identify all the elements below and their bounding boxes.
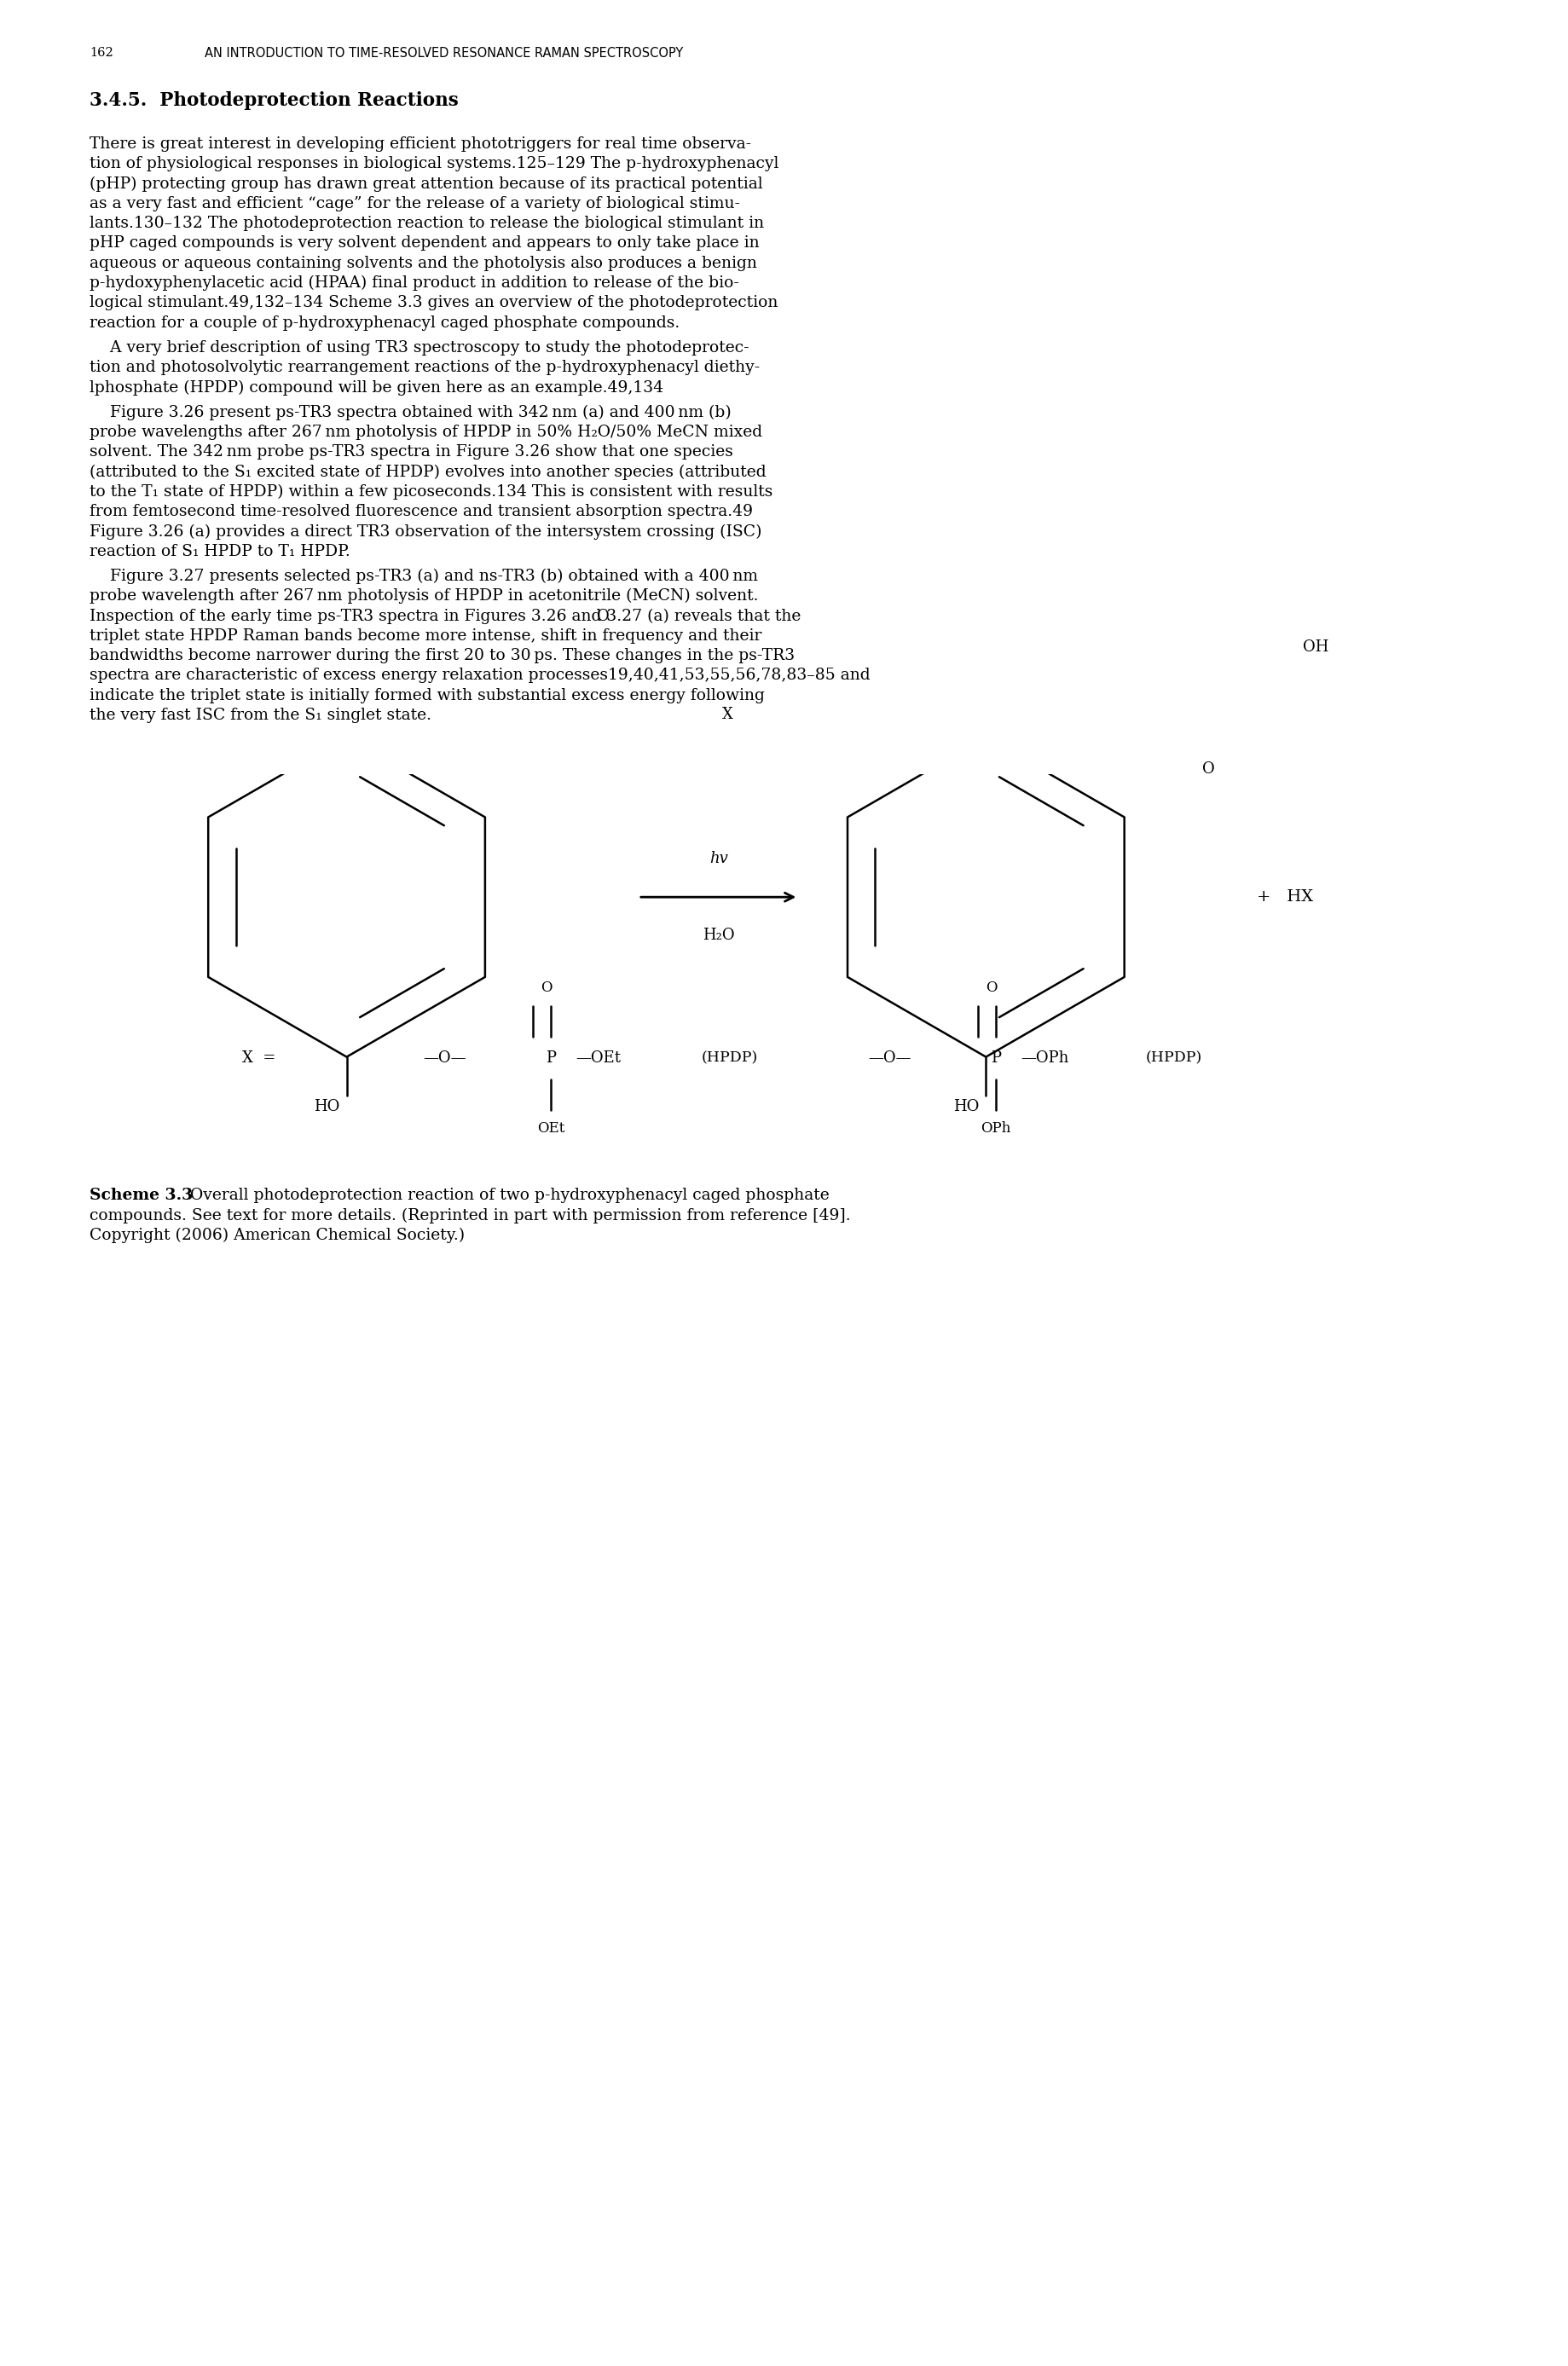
Text: logical stimulant.49,132–134 Scheme 3.3 gives an overview of the photodeprotecti: logical stimulant.49,132–134 Scheme 3.3 … — [89, 296, 778, 310]
Text: (pHP) protecting group has drawn great attention because of its practical potent: (pHP) protecting group has drawn great a… — [89, 175, 762, 192]
Text: probe wavelength after 267 nm photolysis of HPDP in acetonitrile (MeCN) solvent.: probe wavelength after 267 nm photolysis… — [89, 589, 757, 603]
Text: lphosphate (HPDP) compound will be given here as an example.49,134: lphosphate (HPDP) compound will be given… — [89, 381, 663, 395]
Text: tion of physiological responses in biological systems.125–129 The p-hydroxyphena: tion of physiological responses in biolo… — [89, 156, 778, 173]
Text: —O—: —O— — [423, 1051, 466, 1067]
Text: tion and photosolvolytic rearrangement reactions of the p-hydroxyphenacyl diethy: tion and photosolvolytic rearrangement r… — [89, 360, 759, 376]
Text: O: O — [596, 608, 608, 625]
Text: AN INTRODUCTION TO TIME-RESOLVED RESONANCE RAMAN SPECTROSCOPY: AN INTRODUCTION TO TIME-RESOLVED RESONAN… — [204, 47, 682, 59]
Text: aqueous or aqueous containing solvents and the photolysis also produces a benign: aqueous or aqueous containing solvents a… — [89, 256, 757, 272]
Text: —OEt: —OEt — [575, 1051, 621, 1067]
Text: X: X — [721, 707, 732, 722]
Text: lants.130–132 The photodeprotection reaction to release the biological stimulant: lants.130–132 The photodeprotection reac… — [89, 215, 764, 232]
Text: as a very fast and efficient “cage” for the release of a variety of biological s: as a very fast and efficient “cage” for … — [89, 196, 740, 211]
Text: (HPDP): (HPDP) — [1145, 1051, 1201, 1065]
Text: (HPDP): (HPDP) — [701, 1051, 757, 1065]
Text: X  =: X = — [243, 1051, 276, 1067]
Text: There is great interest in developing efficient phototriggers for real time obse: There is great interest in developing ef… — [89, 137, 751, 151]
Text: O: O — [985, 980, 997, 996]
Text: reaction for a couple of p-hydroxyphenacyl caged phosphate compounds.: reaction for a couple of p-hydroxyphenac… — [89, 315, 679, 331]
Text: 3.4.5.  Photodeprotection Reactions: 3.4.5. Photodeprotection Reactions — [89, 92, 458, 109]
Text: p-hydoxyphenylacetic acid (HPAA) final product in addition to release of the bio: p-hydoxyphenylacetic acid (HPAA) final p… — [89, 274, 739, 291]
Text: OPh: OPh — [980, 1121, 1010, 1136]
Text: Copyright (2006) American Chemical Society.): Copyright (2006) American Chemical Socie… — [89, 1228, 464, 1242]
Text: Scheme 3.3: Scheme 3.3 — [89, 1188, 193, 1204]
Text: hv: hv — [709, 852, 728, 866]
Text: bandwidths become narrower during the first 20 to 30 ps. These changes in the ps: bandwidths become narrower during the fi… — [89, 648, 795, 662]
Text: indicate the triplet state is initially formed with substantial excess energy fo: indicate the triplet state is initially … — [89, 689, 764, 703]
Text: OEt: OEt — [536, 1121, 564, 1136]
Text: pHP caged compounds is very solvent dependent and appears to only take place in: pHP caged compounds is very solvent depe… — [89, 237, 759, 251]
Text: from femtosecond time-resolved fluorescence and transient absorption spectra.49: from femtosecond time-resolved fluoresce… — [89, 504, 753, 518]
Text: (attributed to the S₁ excited state of HPDP) evolves into another species (attri: (attributed to the S₁ excited state of H… — [89, 464, 765, 480]
Text: Inspection of the early time ps-TR3 spectra in Figures 3.26 and 3.27 (a) reveals: Inspection of the early time ps-TR3 spec… — [89, 608, 801, 625]
Text: 162: 162 — [89, 47, 113, 59]
Text: —O—: —O— — [867, 1051, 911, 1067]
Text: HO: HO — [953, 1100, 978, 1114]
Text: O: O — [1201, 762, 1214, 776]
Text: compounds. See text for more details. (Reprinted in part with permission from re: compounds. See text for more details. (R… — [89, 1207, 850, 1223]
Text: Figure 3.26 (a) provides a direct TR3 observation of the intersystem crossing (I: Figure 3.26 (a) provides a direct TR3 ob… — [89, 523, 762, 539]
Text: —OPh: —OPh — [1021, 1051, 1068, 1067]
Text: probe wavelengths after 267 nm photolysis of HPDP in 50% H₂O/50% MeCN mixed: probe wavelengths after 267 nm photolysi… — [89, 424, 762, 440]
Text: O: O — [541, 980, 552, 996]
Text: +   HX: + HX — [1256, 890, 1312, 904]
Text: P: P — [989, 1051, 1000, 1067]
Text: reaction of S₁ HPDP to T₁ HPDP.: reaction of S₁ HPDP to T₁ HPDP. — [89, 544, 350, 558]
Text: Figure 3.27 presents selected ps-TR3 (a) and ns-TR3 (b) obtained with a 400 nm: Figure 3.27 presents selected ps-TR3 (a)… — [89, 568, 757, 584]
Text: Overall photodeprotection reaction of two p-hydroxyphenacyl caged phosphate: Overall photodeprotection reaction of tw… — [185, 1188, 829, 1204]
Text: solvent. The 342 nm probe ps-TR3 spectra in Figure 3.26 show that one species: solvent. The 342 nm probe ps-TR3 spectra… — [89, 445, 732, 459]
Text: H₂O: H₂O — [702, 927, 734, 944]
Text: spectra are characteristic of excess energy relaxation processes19,40,41,53,55,5: spectra are characteristic of excess ene… — [89, 667, 870, 684]
Text: HO: HO — [314, 1100, 340, 1114]
Text: A very brief description of using TR3 spectroscopy to study the photodeprotec-: A very brief description of using TR3 sp… — [89, 341, 750, 355]
Text: triplet state HPDP Raman bands become more intense, shift in frequency and their: triplet state HPDP Raman bands become mo… — [89, 627, 762, 644]
Text: P: P — [546, 1051, 555, 1067]
Text: OH: OH — [1301, 639, 1328, 655]
Text: to the T₁ state of HPDP) within a few picoseconds.134 This is consistent with re: to the T₁ state of HPDP) within a few pi… — [89, 485, 773, 499]
Text: the very fast ISC from the S₁ singlet state.: the very fast ISC from the S₁ singlet st… — [89, 707, 431, 724]
Text: Figure 3.26 present ps-TR3 spectra obtained with 342 nm (a) and 400 nm (b): Figure 3.26 present ps-TR3 spectra obtai… — [89, 405, 731, 421]
